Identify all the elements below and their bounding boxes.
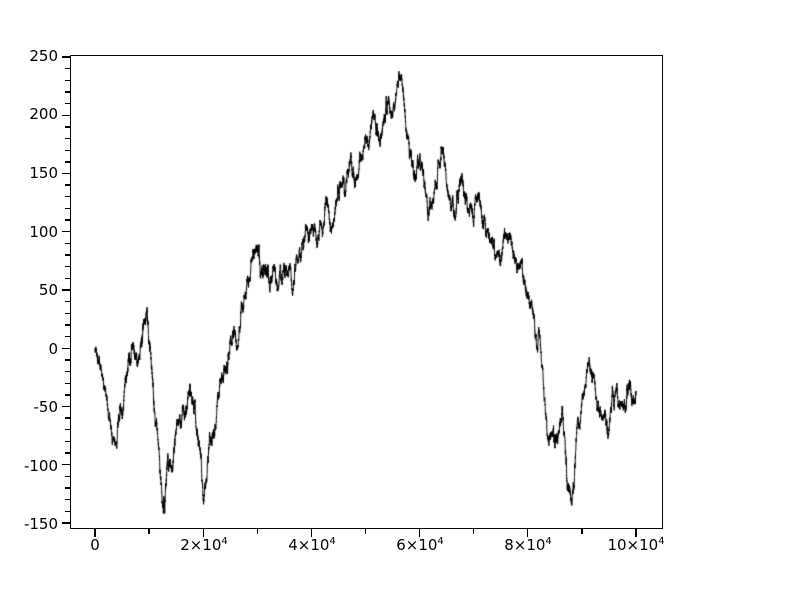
- x-tick-label: 0: [90, 536, 100, 554]
- y-minor-tick: [65, 429, 70, 431]
- x-major-tick: [418, 529, 421, 537]
- y-minor-tick: [65, 312, 70, 314]
- y-minor-tick: [65, 91, 70, 93]
- y-minor-tick: [65, 254, 70, 256]
- y-major-tick: [62, 347, 70, 349]
- y-major-tick: [62, 231, 70, 233]
- y-minor-tick: [65, 394, 70, 396]
- y-minor-tick: [65, 499, 70, 501]
- y-major-tick: [62, 56, 70, 58]
- x-minor-tick: [148, 529, 150, 534]
- y-minor-tick: [65, 102, 70, 105]
- x-tick-label: 2×104: [180, 536, 228, 554]
- y-minor-tick: [65, 242, 70, 245]
- random-walk-trace: [71, 56, 662, 528]
- y-minor-tick: [65, 440, 70, 443]
- y-tick-label: 50: [38, 281, 58, 299]
- y-major-tick: [62, 405, 70, 408]
- y-tick-label: 100: [29, 223, 58, 241]
- y-minor-tick: [65, 370, 70, 373]
- x-minor-tick: [581, 529, 583, 534]
- x-minor-tick: [256, 529, 258, 534]
- x-tick-label: 8×104: [504, 536, 552, 554]
- y-minor-tick: [65, 510, 70, 513]
- y-major-tick: [62, 289, 70, 291]
- x-tick-label: 10×104: [607, 536, 665, 554]
- y-minor-tick: [65, 324, 70, 326]
- y-major-tick: [62, 522, 70, 524]
- y-tick-label: 150: [29, 164, 58, 182]
- y-minor-tick: [65, 359, 70, 361]
- y-minor-tick: [65, 126, 70, 128]
- y-minor-tick: [65, 219, 70, 221]
- y-tick-label: 0: [48, 340, 58, 358]
- y-minor-tick: [65, 417, 70, 419]
- x-major-tick: [310, 529, 313, 537]
- y-minor-tick: [65, 137, 70, 140]
- y-minor-tick: [65, 475, 70, 478]
- x-major-tick: [94, 529, 96, 537]
- y-minor-tick: [65, 207, 70, 210]
- y-tick-label: -100: [23, 457, 58, 475]
- y-minor-tick: [65, 161, 70, 163]
- y-minor-tick: [65, 266, 70, 268]
- y-minor-tick: [65, 196, 70, 198]
- y-tick-label: 250: [29, 47, 58, 65]
- x-major-tick: [202, 529, 204, 537]
- y-minor-tick: [65, 184, 70, 186]
- x-major-tick: [527, 529, 529, 537]
- x-tick-label: 4×104: [288, 536, 336, 554]
- y-minor-tick: [65, 335, 70, 338]
- y-tick-label: -50: [33, 398, 59, 416]
- y-minor-tick: [65, 452, 70, 454]
- x-minor-tick: [364, 529, 367, 534]
- x-minor-tick: [473, 529, 475, 534]
- y-minor-tick: [65, 277, 70, 280]
- y-major-tick: [62, 464, 70, 466]
- y-minor-tick: [65, 149, 70, 151]
- y-minor-tick: [65, 67, 70, 70]
- y-tick-label: 200: [29, 105, 58, 123]
- y-minor-tick: [65, 79, 70, 81]
- y-minor-tick: [65, 382, 70, 384]
- y-major-tick: [62, 172, 70, 175]
- y-minor-tick: [65, 487, 70, 489]
- x-major-tick: [635, 529, 637, 537]
- x-tick-label: 6×104: [396, 536, 444, 554]
- y-tick-label: -150: [23, 515, 58, 533]
- y-minor-tick: [65, 300, 70, 303]
- y-major-tick: [62, 114, 70, 116]
